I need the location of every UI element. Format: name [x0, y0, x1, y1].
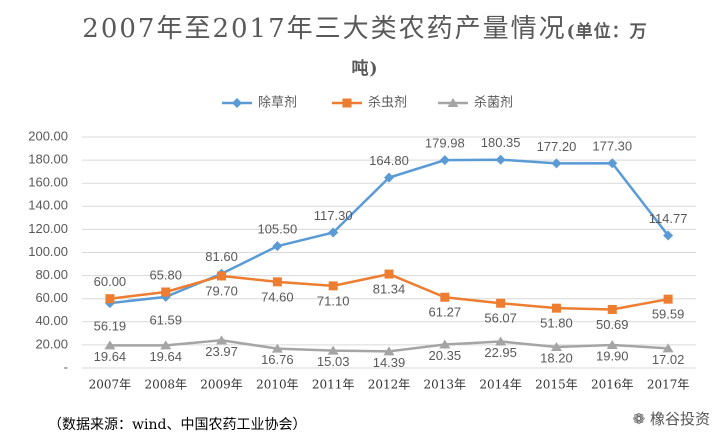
watermark: ❁ 橡谷投资 [632, 410, 710, 428]
data-point [327, 345, 339, 355]
data-label: 59.59 [652, 307, 685, 322]
data-label: 16.76 [261, 352, 294, 367]
data-point [663, 230, 674, 241]
x-tick-label: 2012年 [368, 378, 411, 392]
data-point [550, 341, 562, 351]
x-tick-label: 2009年 [200, 378, 243, 392]
data-label: 74.60 [261, 289, 294, 304]
y-tick-label: 20.00 [35, 336, 68, 351]
data-label: 19.64 [149, 349, 182, 364]
data-point [271, 343, 283, 353]
x-tick-label: 2017年 [647, 378, 690, 392]
data-point [384, 172, 394, 183]
source: （数据来源：wind、中国农药工业协会） [48, 417, 307, 433]
data-label: 61.27 [429, 305, 462, 320]
data-point [216, 335, 228, 345]
data-label: 114.77 [649, 211, 688, 226]
x-tick-label: 2016年 [591, 378, 634, 392]
data-label: 60.00 [94, 274, 127, 289]
x-tick-label: 2007年 [89, 378, 132, 392]
y-tick-label: 180.00 [28, 152, 68, 167]
data-point [105, 294, 115, 304]
data-label: 81.60 [205, 249, 238, 264]
y-tick-label: 80.00 [35, 267, 68, 282]
data-point [495, 154, 506, 165]
y-tick-label: - [64, 359, 68, 374]
chart-title: 2007年至2017年三大类农药产量情况 [82, 14, 567, 44]
data-point [272, 277, 282, 287]
legend-marker [232, 98, 242, 108]
y-tick-label: 140.00 [28, 198, 68, 213]
data-label: 177.30 [592, 139, 632, 154]
data-label: 180.35 [481, 135, 521, 150]
data-label: 17.02 [652, 352, 685, 367]
data-label: 14.39 [373, 355, 406, 370]
data-label: 61.59 [149, 312, 182, 327]
unit: (单位：万吨) [351, 22, 648, 79]
x-tick-label: 2015年 [535, 378, 578, 392]
data-label: 81.34 [373, 281, 406, 296]
y-tick-label: 60.00 [35, 290, 68, 305]
data-label: 19.64 [94, 349, 127, 364]
data-point [328, 227, 339, 238]
data-label: 22.95 [484, 345, 517, 360]
data-point [551, 303, 561, 313]
y-tick-label: 120.00 [28, 221, 68, 236]
data-point [272, 241, 283, 252]
data-point [439, 155, 450, 166]
data-label: 18.20 [540, 350, 573, 365]
legend-marker [447, 98, 459, 107]
data-label: 105.50 [257, 222, 297, 237]
legend-label: 杀菌剂 [474, 96, 513, 111]
data-point [496, 298, 506, 308]
data-point [217, 271, 227, 281]
data-point [383, 346, 395, 356]
data-label: 177.20 [537, 139, 577, 154]
data-label: 23.97 [205, 344, 238, 359]
data-label: 79.70 [205, 283, 238, 298]
data-point [495, 336, 507, 346]
y-tick-label: 160.00 [28, 175, 68, 190]
data-point [160, 340, 172, 350]
data-point [161, 287, 171, 297]
legend-label: 除草剂 [258, 96, 297, 111]
data-point [607, 158, 618, 169]
x-tick-label: 2010年 [256, 378, 299, 392]
data-point [439, 339, 451, 349]
y-tick-label: 40.00 [35, 313, 68, 328]
watermark-text: 橡谷投资 [649, 410, 710, 428]
y-tick-label: 200.00 [28, 128, 68, 143]
data-label: 56.19 [94, 319, 127, 334]
chart-title-block: 2007年至2017年三大类农药产量情况(单位：万吨) [70, 12, 660, 86]
data-point [662, 343, 674, 353]
data-label: 65.80 [149, 267, 182, 282]
data-label: 117.30 [314, 208, 353, 223]
x-tick-label: 2011年 [312, 378, 355, 392]
legend-marker [342, 98, 352, 108]
data-point [551, 158, 562, 169]
x-tick-label: 2014年 [479, 378, 522, 392]
x-tick-label: 2008年 [144, 378, 187, 392]
data-point [606, 340, 618, 350]
legend-label: 杀虫剂 [368, 96, 407, 111]
x-tick-label: 2013年 [424, 378, 467, 392]
data-label: 19.90 [596, 348, 629, 363]
data-point [440, 292, 450, 302]
data-point [104, 340, 116, 350]
data-point [328, 281, 338, 291]
data-point [663, 294, 673, 304]
data-label: 15.03 [317, 354, 350, 369]
data-point [607, 304, 617, 314]
data-label: 179.98 [425, 136, 465, 151]
data-label: 20.35 [429, 348, 462, 363]
y-tick-label: 100.00 [28, 244, 68, 259]
data-label: 164.80 [369, 153, 409, 168]
data-label: 50.69 [596, 317, 629, 332]
data-label: 51.80 [540, 316, 573, 331]
data-point [384, 269, 394, 279]
data-label: 71.10 [317, 293, 350, 308]
data-label: 56.07 [484, 311, 517, 326]
